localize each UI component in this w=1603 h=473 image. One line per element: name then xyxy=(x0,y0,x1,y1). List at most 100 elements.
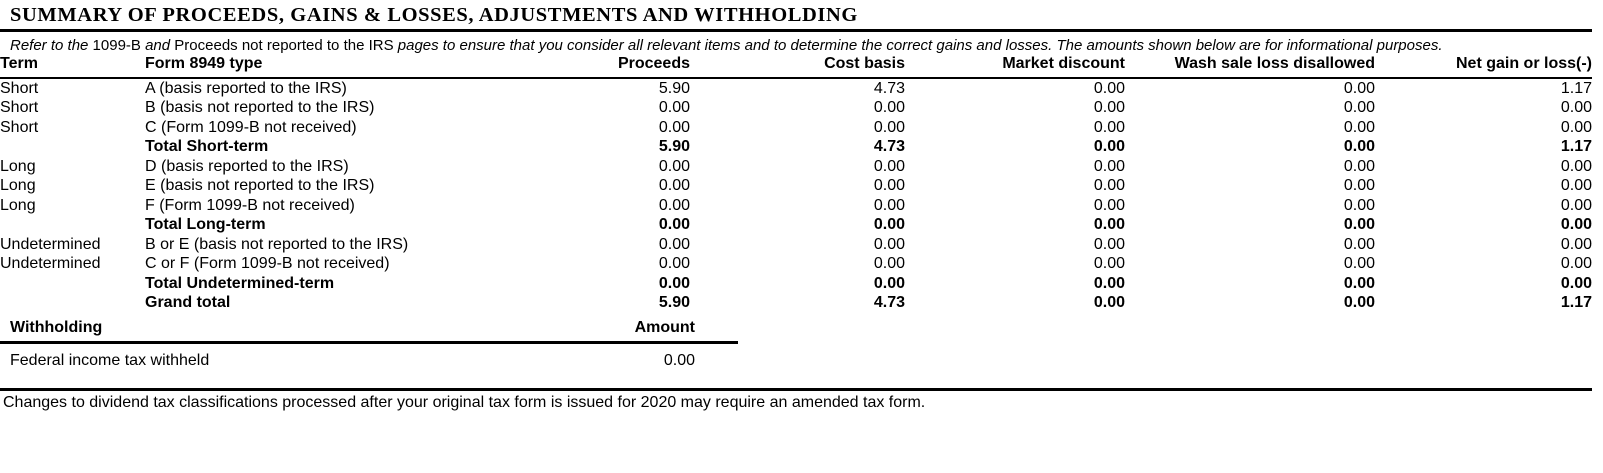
cell-wash-sale: 0.00 xyxy=(1343,138,1375,155)
cell-total-label: Total Short-term xyxy=(145,138,269,155)
cell-cost-basis: 4.73 xyxy=(873,138,905,155)
cell-cost-basis: 0.00 xyxy=(873,216,905,233)
cell-wash-sale: 0.00 xyxy=(1343,79,1375,97)
cell-proceeds: 5.90 xyxy=(658,79,690,97)
cell-proceeds: 0.00 xyxy=(658,235,690,253)
cell-proceeds: 0.00 xyxy=(658,255,690,272)
cell-withholding-label: Federal income tax withheld xyxy=(10,352,210,369)
cell-net-gain: 0.00 xyxy=(1560,157,1592,175)
col-header-market-discount: Market discount xyxy=(905,55,1125,79)
cell-wash-sale: 0.00 xyxy=(1343,235,1375,253)
col-header-proceeds: Proceeds xyxy=(471,55,690,79)
cell-cost-basis: 0.00 xyxy=(873,177,905,194)
table-row-short-a: Short A (basis reported to the IRS) 5.90… xyxy=(0,78,1592,98)
cell-type: C (Form 1099-B not received) xyxy=(145,118,357,136)
col-header-net-gain: Net gain or loss(-) xyxy=(1375,55,1592,79)
cell-grand-total-label: Grand total xyxy=(145,294,231,311)
cell-cost-basis: 4.73 xyxy=(873,294,905,311)
cell-proceeds: 0.00 xyxy=(658,157,690,175)
cell-wash-sale: 0.00 xyxy=(1343,255,1375,272)
cell-term xyxy=(0,293,145,313)
withholding-section-header: Withholding xyxy=(0,319,520,344)
cell-market-discount: 0.00 xyxy=(1093,235,1125,253)
col-header-wash-sale: Wash sale loss disallowed xyxy=(1125,55,1375,79)
cell-net-gain: 1.17 xyxy=(1560,79,1592,97)
cell-proceeds: 0.00 xyxy=(658,274,690,292)
note-page-ref-1099b: 1099-B xyxy=(92,37,141,54)
cell-market-discount: 0.00 xyxy=(1093,274,1125,292)
cell-cost-basis: 0.00 xyxy=(873,274,905,292)
withholding-table: Withholding Amount Federal income tax wi… xyxy=(0,319,738,371)
table-row-short-b: Short B (basis not reported to the IRS) … xyxy=(0,98,1592,118)
total-long-term-row: Total Long-term 0.00 0.00 0.00 0.00 0.00 xyxy=(0,215,1592,235)
note-segment: and xyxy=(140,37,175,54)
cell-market-discount: 0.00 xyxy=(1093,157,1125,175)
cell-cost-basis: 0.00 xyxy=(873,157,905,175)
table-row-undetermined-be: Undetermined B or E (basis not reported … xyxy=(0,234,1592,254)
cell-withholding-amount: 0.00 xyxy=(663,352,695,369)
table-row-long-f: Long F (Form 1099-B not received) 0.00 0… xyxy=(0,195,1592,215)
cell-market-discount: 0.00 xyxy=(1093,216,1125,233)
cell-net-gain: 0.00 xyxy=(1560,216,1592,233)
cell-term: Short xyxy=(0,118,39,136)
grand-total-row: Grand total 5.90 4.73 0.00 0.00 1.17 xyxy=(0,293,1592,313)
cell-net-gain: 1.17 xyxy=(1560,294,1592,311)
cell-type: B (basis not reported to the IRS) xyxy=(145,99,375,116)
cell-cost-basis: 0.00 xyxy=(873,235,905,253)
cell-net-gain: 0.00 xyxy=(1560,196,1592,214)
col-header-amount: Amount xyxy=(520,319,738,344)
cell-cost-basis: 0.00 xyxy=(873,196,905,214)
footer-divider xyxy=(0,388,1592,391)
cell-wash-sale: 0.00 xyxy=(1343,294,1375,311)
withholding-row-federal: Federal income tax withheld 0.00 xyxy=(0,343,738,372)
total-undetermined-term-row: Total Undetermined-term 0.00 0.00 0.00 0… xyxy=(0,273,1592,293)
cell-market-discount: 0.00 xyxy=(1093,196,1125,214)
cell-proceeds: 0.00 xyxy=(658,99,690,116)
advisory-note: Refer to the 1099-B and Proceeds not rep… xyxy=(10,37,1603,54)
cell-type: A (basis reported to the IRS) xyxy=(145,79,347,97)
cell-market-discount: 0.00 xyxy=(1093,138,1125,155)
withholding-header-row: Withholding Amount xyxy=(0,319,738,344)
cell-wash-sale: 0.00 xyxy=(1343,118,1375,136)
cell-term: Short xyxy=(0,79,39,97)
cell-cost-basis: 4.73 xyxy=(873,79,905,97)
cell-term: Undetermined xyxy=(0,255,101,272)
note-page-ref-proceeds: Proceeds not reported to the IRS xyxy=(174,37,394,54)
table-row-short-c: Short C (Form 1099-B not received) 0.00 … xyxy=(0,117,1592,137)
cell-proceeds: 5.90 xyxy=(658,138,690,155)
cell-net-gain: 1.17 xyxy=(1560,138,1592,155)
cell-cost-basis: 0.00 xyxy=(873,255,905,272)
cell-proceeds: 0.00 xyxy=(658,196,690,214)
cell-total-label: Total Undetermined-term xyxy=(145,274,335,292)
cell-total-label: Total Long-term xyxy=(145,216,266,233)
cell-term xyxy=(0,273,145,293)
note-segment: Refer to the xyxy=(10,37,93,54)
cell-net-gain: 0.00 xyxy=(1560,255,1592,272)
cell-market-discount: 0.00 xyxy=(1093,79,1125,97)
note-segment: pages to ensure that you consider all re… xyxy=(393,37,1443,54)
cell-term: Long xyxy=(0,157,36,175)
table-row-long-d: Long D (basis reported to the IRS) 0.00 … xyxy=(0,156,1592,176)
cell-market-discount: 0.00 xyxy=(1093,99,1125,116)
cell-term: Short xyxy=(0,99,39,116)
cell-wash-sale: 0.00 xyxy=(1343,177,1375,194)
cell-net-gain: 0.00 xyxy=(1560,99,1592,116)
cell-net-gain: 0.00 xyxy=(1560,118,1592,136)
cell-net-gain: 0.00 xyxy=(1560,274,1592,292)
cell-wash-sale: 0.00 xyxy=(1343,99,1375,116)
cell-proceeds: 5.90 xyxy=(658,294,690,311)
gains-losses-table: Term Form 8949 type Proceeds Cost basis … xyxy=(0,55,1592,312)
cell-term: Long xyxy=(0,177,36,194)
cell-type: C or F (Form 1099-B not received) xyxy=(145,255,390,272)
cell-proceeds: 0.00 xyxy=(658,177,690,194)
cell-cost-basis: 0.00 xyxy=(873,99,905,116)
col-header-term: Term xyxy=(0,55,145,79)
cell-market-discount: 0.00 xyxy=(1093,118,1125,136)
cell-market-discount: 0.00 xyxy=(1093,255,1125,272)
table-row-undetermined-cf: Undetermined C or F (Form 1099-B not rec… xyxy=(0,254,1592,274)
cell-wash-sale: 0.00 xyxy=(1343,216,1375,233)
cell-type: B or E (basis not reported to the IRS) xyxy=(145,235,409,253)
cell-cost-basis: 0.00 xyxy=(873,118,905,136)
cell-type: F (Form 1099-B not received) xyxy=(145,196,355,214)
